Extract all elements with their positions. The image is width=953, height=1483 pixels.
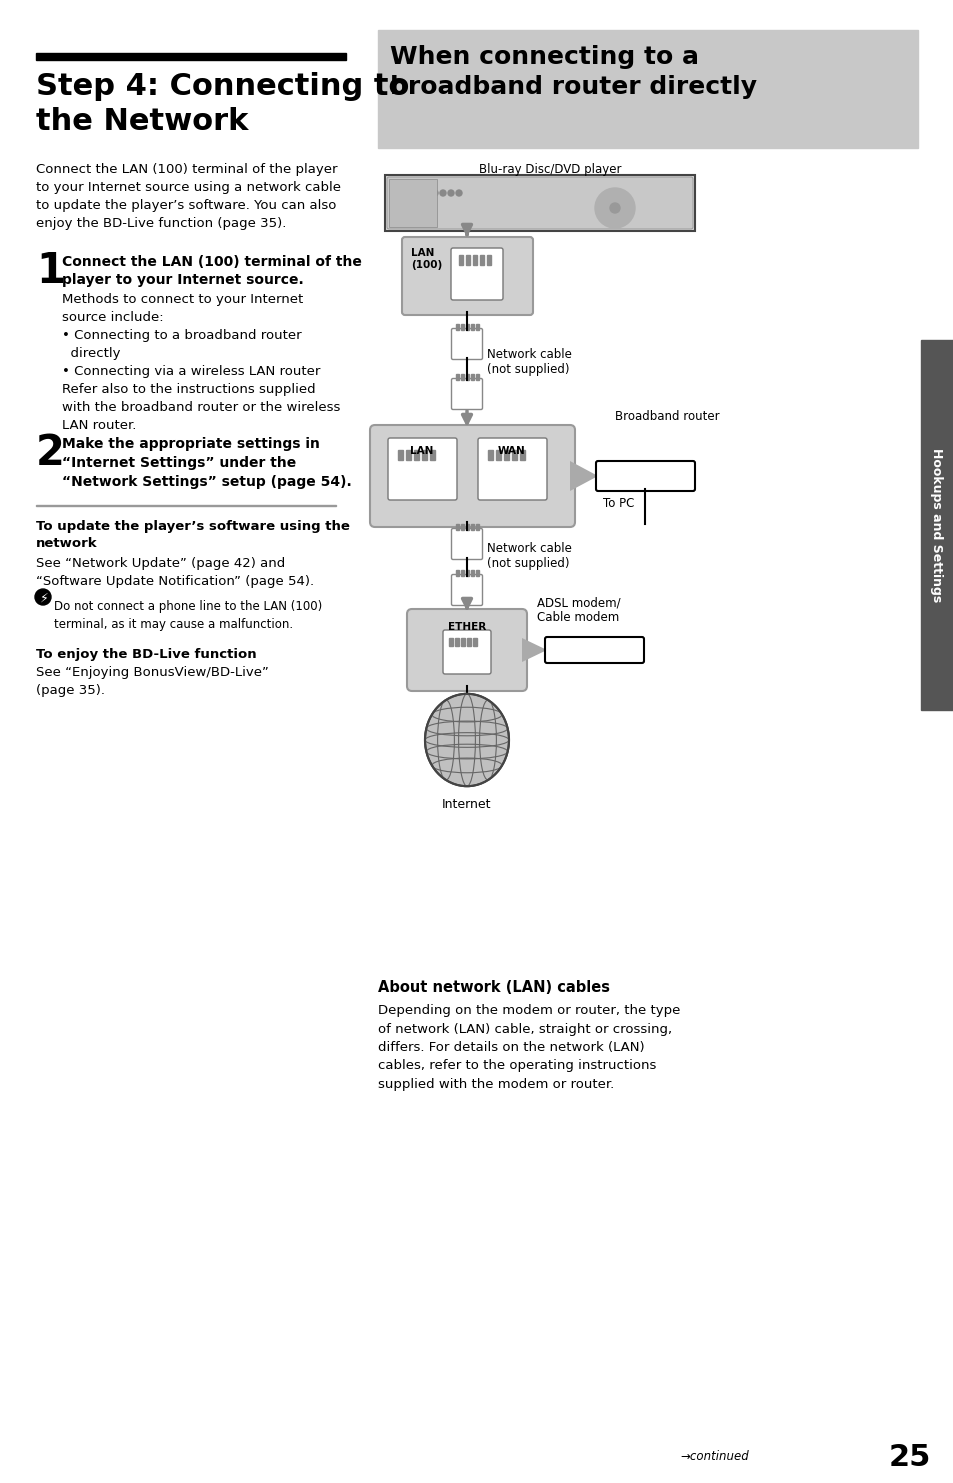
- FancyBboxPatch shape: [451, 378, 482, 409]
- Bar: [455, 638, 458, 647]
- Bar: [465, 569, 469, 575]
- Text: Connect the LAN (100) terminal of the player
to your Internet source using a net: Connect the LAN (100) terminal of the pl…: [36, 163, 340, 230]
- Circle shape: [408, 190, 414, 196]
- Circle shape: [35, 589, 51, 605]
- Text: WAN: WAN: [497, 446, 525, 455]
- Text: ⚡: ⚡: [40, 592, 49, 605]
- Bar: [519, 449, 524, 460]
- Bar: [36, 504, 335, 506]
- FancyBboxPatch shape: [442, 630, 491, 673]
- Bar: [456, 569, 458, 575]
- Bar: [471, 523, 474, 529]
- Text: Step 4: Connecting to
the Network: Step 4: Connecting to the Network: [36, 73, 409, 136]
- FancyBboxPatch shape: [385, 175, 695, 231]
- FancyBboxPatch shape: [451, 329, 482, 359]
- Text: LAN: LAN: [410, 446, 434, 455]
- FancyBboxPatch shape: [407, 610, 526, 691]
- Bar: [471, 569, 474, 575]
- Bar: [36, 53, 346, 59]
- Text: 1: 1: [36, 251, 65, 292]
- Text: LAN
(100): LAN (100): [411, 248, 442, 270]
- Bar: [421, 449, 427, 460]
- Bar: [476, 374, 478, 380]
- FancyBboxPatch shape: [477, 437, 546, 500]
- Text: To enjoy the BD-Live function: To enjoy the BD-Live function: [36, 648, 256, 661]
- FancyBboxPatch shape: [451, 248, 502, 300]
- Bar: [486, 255, 491, 265]
- Bar: [473, 638, 476, 647]
- Bar: [456, 523, 458, 529]
- Text: To PC: To PC: [602, 497, 634, 510]
- FancyBboxPatch shape: [389, 179, 436, 227]
- Text: Do not connect a phone line to the LAN (100)
terminal, as it may cause a malfunc: Do not connect a phone line to the LAN (…: [54, 601, 322, 630]
- FancyBboxPatch shape: [596, 461, 695, 491]
- Bar: [479, 255, 483, 265]
- Text: Connect the LAN (100) terminal of the
player to your Internet source.: Connect the LAN (100) terminal of the pl…: [62, 255, 361, 288]
- Bar: [465, 323, 469, 331]
- Bar: [449, 638, 453, 647]
- Circle shape: [595, 188, 635, 228]
- Bar: [460, 374, 463, 380]
- Text: 25: 25: [888, 1443, 930, 1473]
- Bar: [471, 323, 474, 331]
- FancyBboxPatch shape: [388, 437, 456, 500]
- Bar: [465, 374, 469, 380]
- Bar: [456, 323, 458, 331]
- Circle shape: [416, 190, 421, 196]
- Circle shape: [439, 190, 446, 196]
- Text: ETHER: ETHER: [447, 621, 486, 632]
- Bar: [397, 449, 402, 460]
- Circle shape: [456, 190, 461, 196]
- Bar: [460, 523, 463, 529]
- Bar: [476, 323, 478, 331]
- Polygon shape: [521, 638, 546, 661]
- FancyBboxPatch shape: [401, 237, 533, 314]
- Circle shape: [609, 203, 619, 214]
- Text: Methods to connect to your Internet
source include:
• Connecting to a broadband : Methods to connect to your Internet sour…: [62, 294, 340, 432]
- Circle shape: [432, 190, 437, 196]
- Circle shape: [423, 190, 430, 196]
- Text: When connecting to a
broadband router directly: When connecting to a broadband router di…: [390, 44, 757, 99]
- Ellipse shape: [424, 694, 509, 786]
- Bar: [476, 569, 478, 575]
- Text: ADSL modem/
Cable modem: ADSL modem/ Cable modem: [537, 596, 620, 624]
- FancyBboxPatch shape: [544, 638, 643, 663]
- Bar: [512, 449, 517, 460]
- Bar: [460, 638, 464, 647]
- Text: About network (LAN) cables: About network (LAN) cables: [377, 980, 609, 995]
- Bar: [414, 449, 418, 460]
- Bar: [460, 323, 463, 331]
- Bar: [456, 374, 458, 380]
- Bar: [471, 374, 474, 380]
- Text: Hookups and Settings: Hookups and Settings: [929, 448, 943, 602]
- Bar: [465, 523, 469, 529]
- FancyBboxPatch shape: [451, 528, 482, 559]
- Bar: [496, 449, 500, 460]
- Text: Network cable
(not supplied): Network cable (not supplied): [486, 541, 571, 569]
- Bar: [430, 449, 435, 460]
- Bar: [460, 569, 463, 575]
- Bar: [503, 449, 509, 460]
- Text: See “Enjoying BonusView/BD-Live”
(page 35).: See “Enjoying BonusView/BD-Live” (page 3…: [36, 666, 269, 697]
- Bar: [406, 449, 411, 460]
- Bar: [377, 30, 917, 148]
- Bar: [920, 340, 953, 710]
- Text: Broadband router: Broadband router: [615, 409, 719, 423]
- FancyBboxPatch shape: [387, 176, 692, 228]
- Bar: [465, 255, 470, 265]
- Bar: [473, 255, 476, 265]
- Text: Make the appropriate settings in
“Internet Settings” under the
“Network Settings: Make the appropriate settings in “Intern…: [62, 437, 352, 489]
- Text: 2: 2: [36, 432, 65, 475]
- Text: →continued: →continued: [679, 1450, 748, 1464]
- Bar: [458, 255, 462, 265]
- Text: See “Network Update” (page 42) and
“Software Update Notification” (page 54).: See “Network Update” (page 42) and “Soft…: [36, 558, 314, 587]
- Circle shape: [448, 190, 454, 196]
- Text: Depending on the modem or router, the type
of network (LAN) cable, straight or c: Depending on the modem or router, the ty…: [377, 1004, 679, 1091]
- FancyBboxPatch shape: [370, 426, 575, 526]
- Text: Network cable
(not supplied): Network cable (not supplied): [486, 349, 571, 377]
- Circle shape: [392, 190, 397, 196]
- Text: To update the player’s software using the
network: To update the player’s software using th…: [36, 521, 350, 550]
- Polygon shape: [569, 461, 598, 491]
- Text: Blu-ray Disc/DVD player: Blu-ray Disc/DVD player: [478, 163, 620, 176]
- Bar: [476, 523, 478, 529]
